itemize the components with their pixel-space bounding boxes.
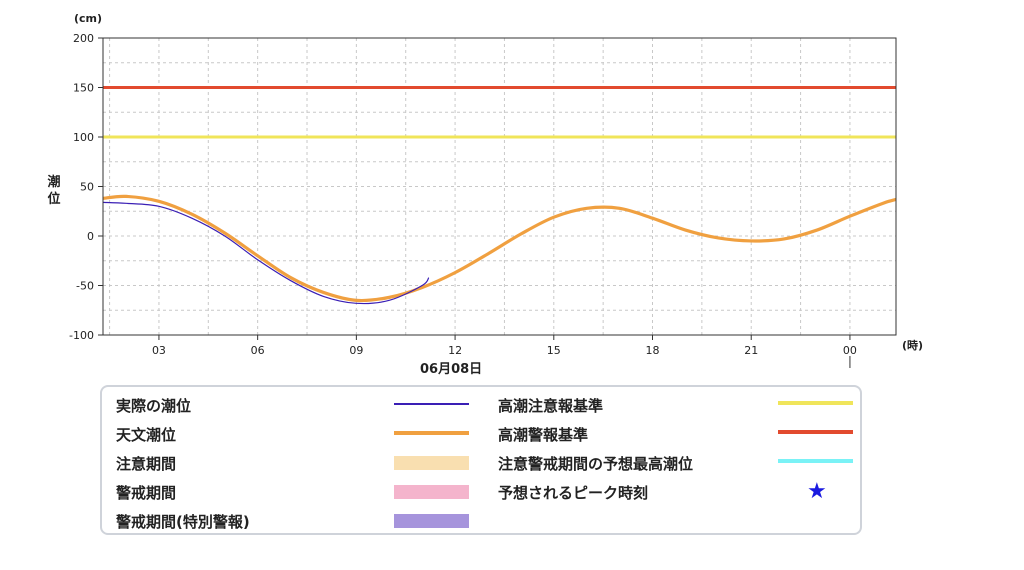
legend-label-warning-period: 警戒期間: [116, 484, 177, 502]
legend-swatch-warning-period: [394, 485, 469, 499]
legend-label-max-forecast: 注意警戒期間の予想最高潮位: [498, 455, 694, 473]
legend-label-warning-std: 高潮警報基準: [498, 426, 589, 444]
y-tick-label: -50: [76, 280, 94, 293]
legend-label-advisory-std: 高潮注意報基準: [498, 397, 604, 415]
series-line: [102, 194, 897, 303]
x-tick-label: 09: [349, 344, 363, 357]
y-axis-label: 潮位: [47, 174, 60, 207]
x-unit-label: (時): [902, 338, 923, 352]
tide-chart: -100 -50 0 50 100 150 200 03 06 09 12 15 18 21 00 (cm…: [47, 12, 923, 377]
date-label: 06月08日: [420, 362, 482, 377]
x-tick-label: 18: [646, 344, 660, 357]
x-tick-label: 15: [547, 344, 561, 357]
legend-label-special-period: 警戒期間(特別警報): [116, 513, 250, 531]
legend-label-peak-time: 予想されるピーク時刻: [498, 484, 649, 502]
series-line: [102, 201, 430, 305]
legend-swatch-caution-period: [394, 456, 469, 470]
x-tick-label: 03: [152, 344, 166, 357]
y-unit-label: (cm): [74, 12, 102, 25]
legend-label-actual: 実際の潮位: [116, 397, 192, 415]
x-tick-label: 21: [744, 344, 758, 357]
legend-swatch-special-period: [394, 514, 469, 528]
series-lines: [102, 194, 897, 305]
y-tick-label: 200: [73, 32, 94, 45]
y-tick-label: 150: [73, 82, 94, 95]
reference-lines: [103, 86, 896, 139]
x-tick-label: 06: [251, 344, 265, 357]
legend-swatch-actual: [394, 403, 469, 405]
peak-star-icon: ★: [807, 479, 827, 504]
y-tick-label: 0: [87, 230, 94, 243]
y-tick-label: 50: [80, 181, 94, 194]
x-ticks: 03 06 09 12 15 18 21 00: [152, 335, 857, 368]
x-tick-label: 12: [448, 344, 462, 357]
legend-swatch-max-forecast: [778, 459, 853, 463]
legend: 実際の潮位 天文潮位 注意期間 警戒期間 警戒期間(特別警報) 高潮注意報基準 …: [100, 385, 862, 535]
legend-label-caution-period: 注意期間: [116, 455, 177, 473]
legend-swatch-advisory-std: [778, 401, 853, 405]
legend-label-astro: 天文潮位: [116, 426, 177, 444]
y-tick-label: -100: [69, 329, 94, 342]
x-tick-label: 00: [843, 344, 857, 357]
legend-swatch-warning-std: [778, 430, 853, 434]
legend-swatch-astro: [394, 431, 469, 435]
chart-grid: [103, 38, 896, 335]
y-tick-label: 100: [73, 131, 94, 144]
y-ticks: -100 -50 0 50 100 150 200: [69, 32, 103, 342]
